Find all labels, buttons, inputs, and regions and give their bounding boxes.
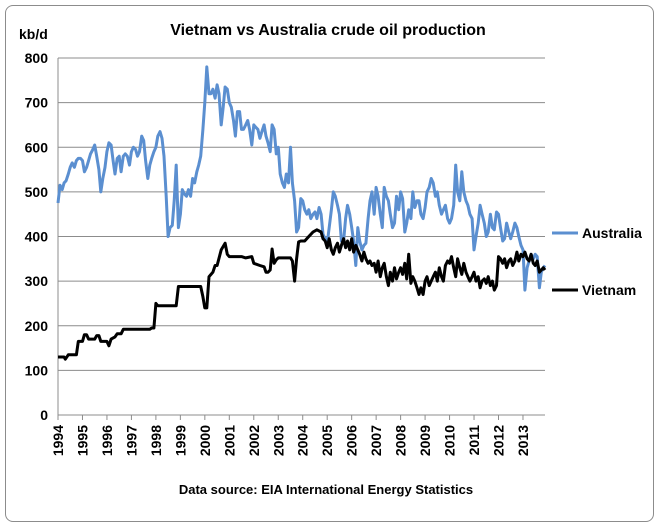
y-tick-label: 0 <box>40 407 48 423</box>
series-line-vietnam <box>58 228 547 361</box>
legend-label-australia: Australia <box>582 225 642 241</box>
x-tick-label: 2012 <box>491 425 507 456</box>
x-tick-label: 2006 <box>344 425 360 456</box>
x-tick-label: 2010 <box>442 425 458 456</box>
x-tick-label: 1999 <box>172 425 188 456</box>
x-tick-label: 2003 <box>270 425 286 456</box>
x-tick-label: 2007 <box>368 425 384 456</box>
y-axis-unit-label: kb/d <box>19 26 48 42</box>
y-tick-label: 300 <box>25 273 49 289</box>
y-tick-label: 200 <box>25 318 49 334</box>
x-tick-label: 1996 <box>99 425 115 456</box>
x-tick-label: 2005 <box>319 425 335 456</box>
legend-label-vietnam: Vietnam <box>582 282 636 298</box>
x-tick-label: 2009 <box>417 425 433 456</box>
y-tick-label: 500 <box>25 184 49 200</box>
x-tick-label: 2001 <box>221 425 237 456</box>
y-tick-label: 800 <box>25 50 49 66</box>
series-line-australia <box>56 65 547 292</box>
chart-frame <box>5 5 654 522</box>
x-tick-label: 1998 <box>148 425 164 456</box>
x-tick-label: 2008 <box>393 425 409 456</box>
x-tick-label: 2013 <box>515 425 531 456</box>
x-tick-label: 1997 <box>123 425 139 456</box>
y-tick-label: 100 <box>25 362 49 378</box>
x-tick-label: 2011 <box>466 425 482 456</box>
x-tick-label: 2000 <box>197 425 213 456</box>
data-source-label: Data source: EIA International Energy St… <box>179 482 473 497</box>
x-tick-label: 2002 <box>246 425 262 456</box>
chart-title: Vietnam vs Australia crude oil productio… <box>170 22 486 39</box>
y-tick-label: 600 <box>25 139 49 155</box>
x-tick-label: 1995 <box>74 425 90 456</box>
y-tick-label: 700 <box>25 95 49 111</box>
x-tick-label: 2004 <box>295 425 311 456</box>
x-tick-label: 1994 <box>50 425 66 456</box>
y-tick-label: 400 <box>25 229 49 245</box>
